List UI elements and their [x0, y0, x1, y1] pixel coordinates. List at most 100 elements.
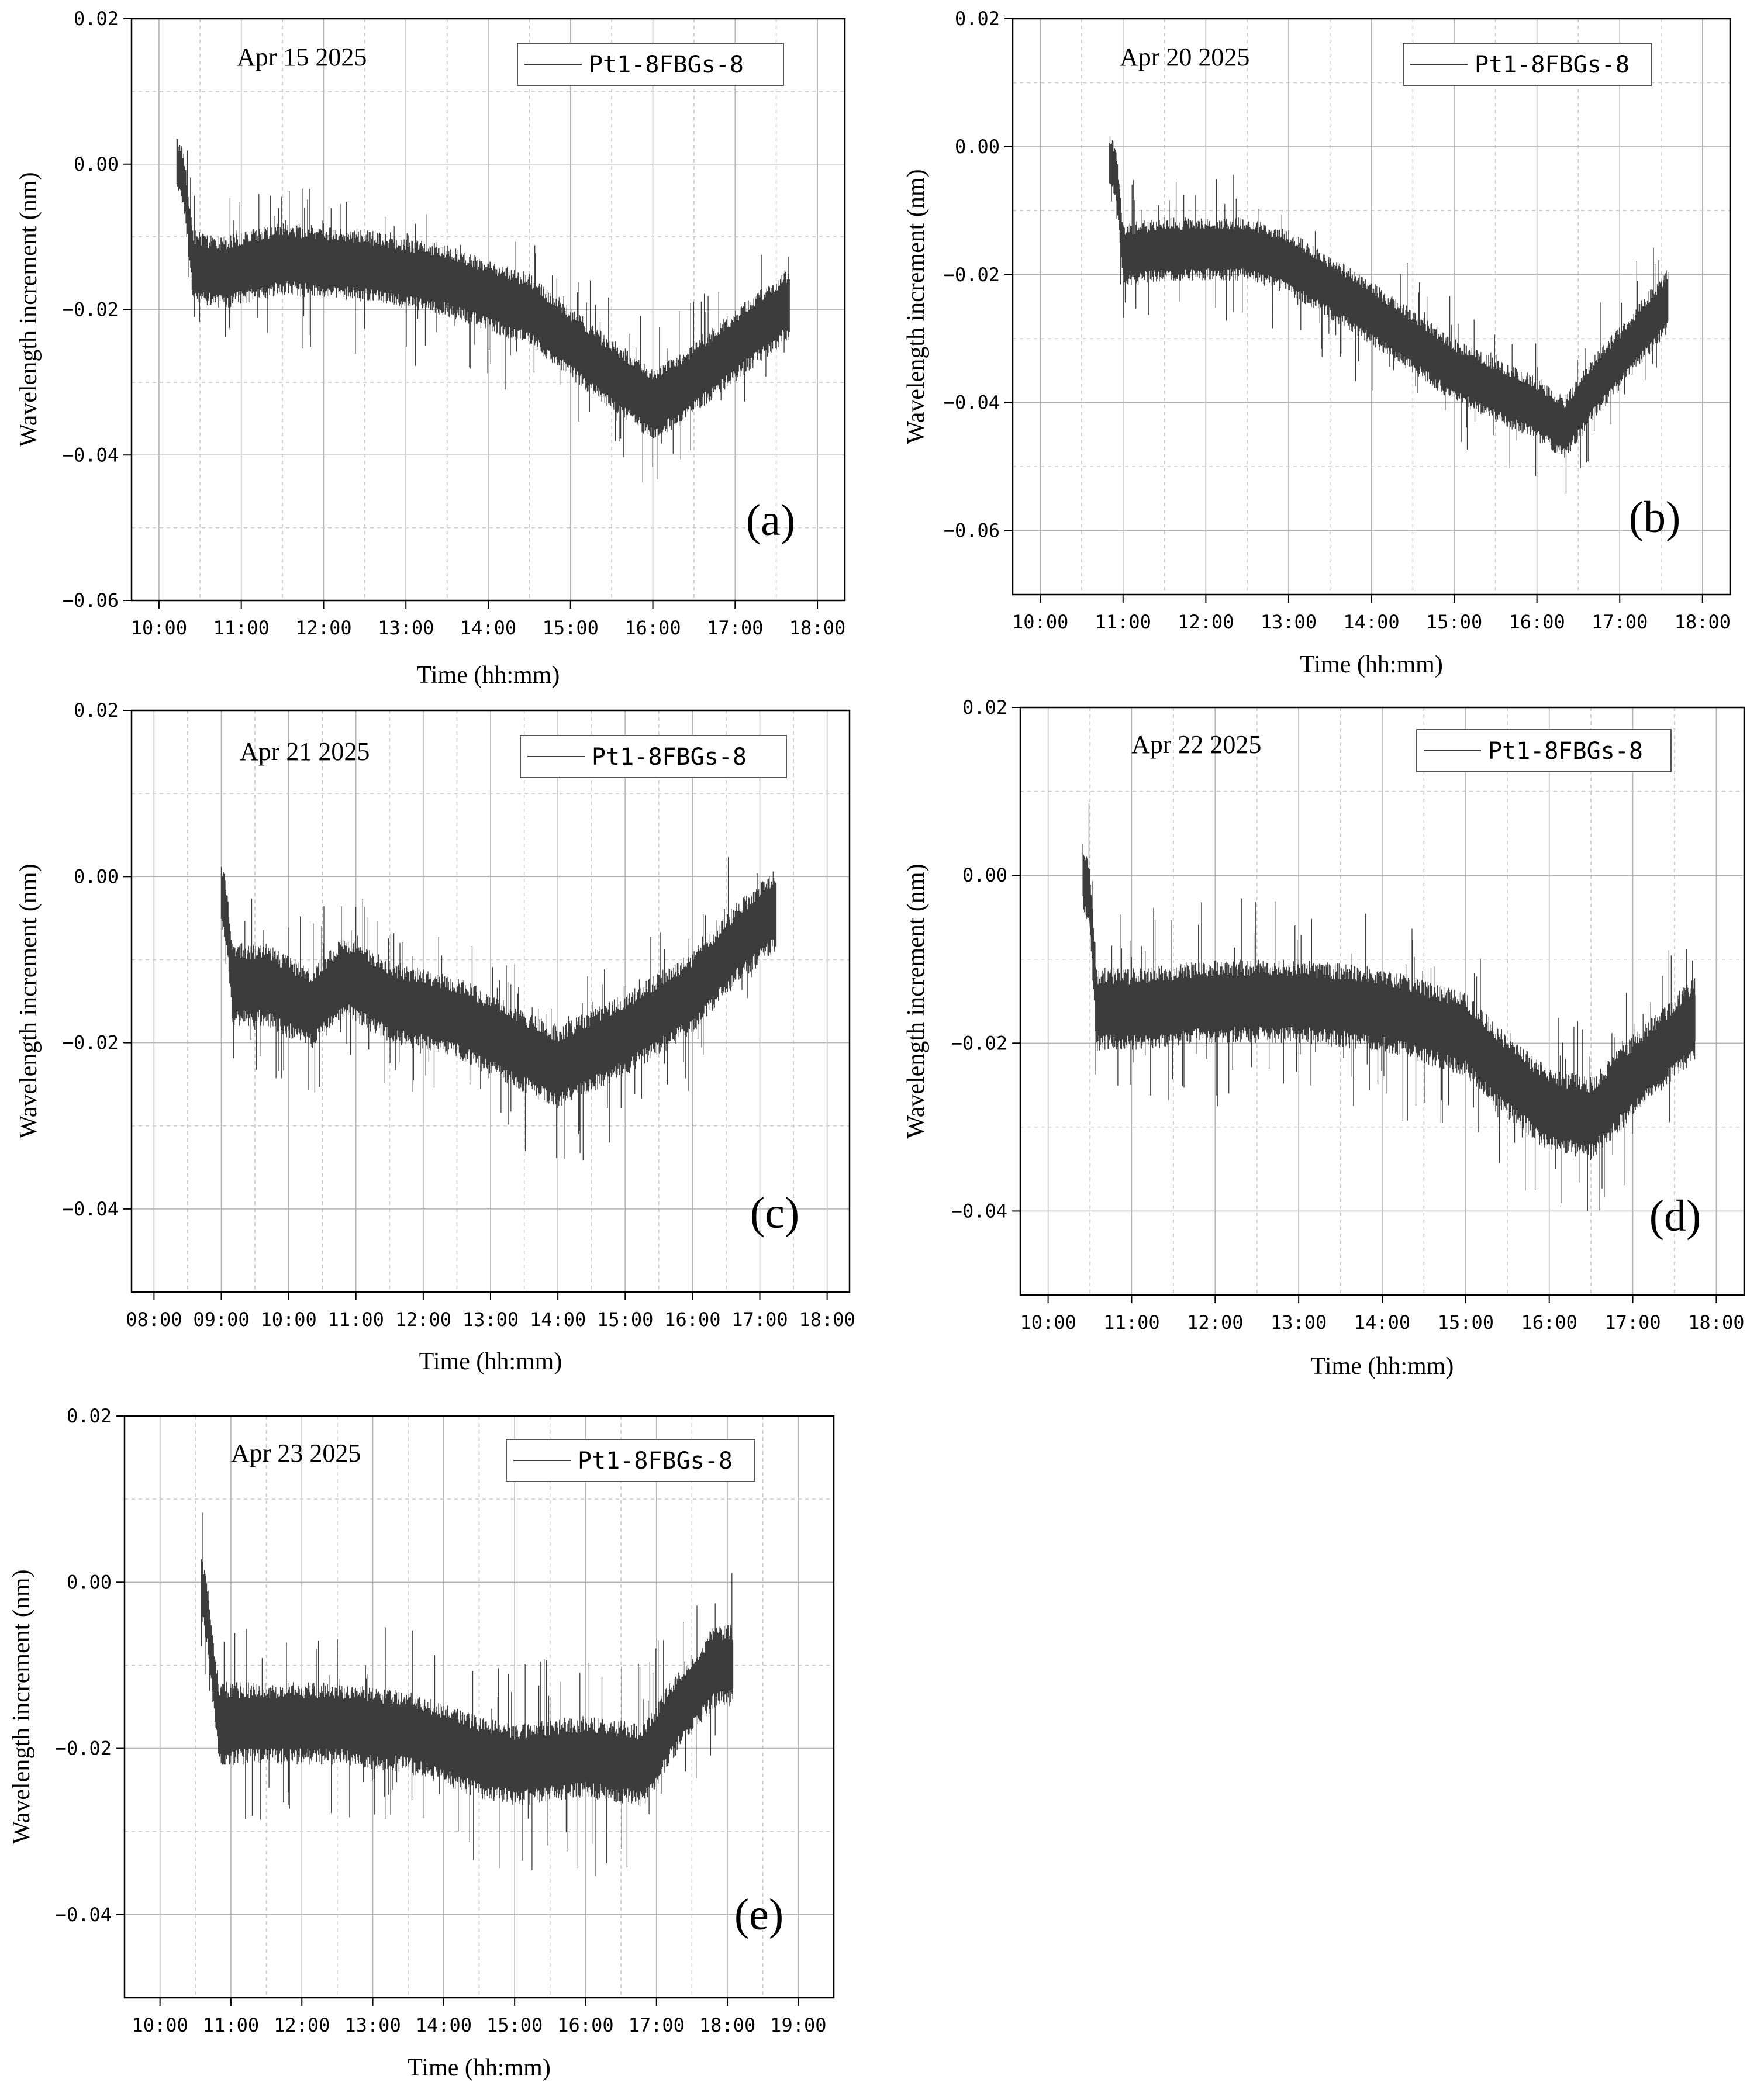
x-tick-label: 14:00 [530, 1308, 586, 1331]
y-tick-label: 0.02 [67, 1405, 112, 1427]
x-tick-label: 14:00 [1343, 611, 1399, 633]
x-tick-label: 08:00 [126, 1308, 182, 1331]
y-tick-label: −0.04 [63, 1198, 119, 1220]
x-tick-label: 14:00 [460, 617, 516, 639]
x-tick-label: 13:00 [462, 1308, 519, 1331]
chart-panel: 10:00 11:00 12:00 13:00 14:00 15:00 16:00 17:00… [903, 696, 1745, 1380]
x-tick-label: 14:00 [416, 2014, 472, 2036]
x-tick-label: 17:00 [707, 617, 763, 639]
x-axis-title: Time (hh:mm) [419, 1348, 562, 1375]
y-tick-label: −0.02 [63, 299, 119, 321]
plot-frame [123, 1415, 835, 1999]
legend-label: Pt1-8FBGs-8 [578, 1448, 733, 1474]
y-tick-label: −0.06 [944, 520, 1000, 542]
x-tick-label: 15:00 [597, 1308, 653, 1331]
y-tick-label: 0.02 [955, 8, 1000, 30]
panel-label: (a) [746, 496, 795, 545]
x-tick-label: 11:00 [203, 2014, 259, 2036]
y-tick-label: −0.02 [56, 1738, 112, 1760]
date-annotation: Apr 23 2025 [231, 1439, 361, 1467]
x-tick-label: 10:00 [131, 617, 187, 639]
series-line [201, 1512, 733, 1876]
x-tick-label: 15:00 [1426, 611, 1482, 633]
date-annotation: Apr 20 2025 [1120, 43, 1249, 71]
y-axis-title: Wavelength increment (nm) [15, 172, 42, 447]
legend-label: Pt1-8FBGs-8 [589, 51, 744, 78]
x-tick-label: 16:00 [1508, 611, 1565, 633]
x-axis-title: Time (hh:mm) [1311, 1353, 1454, 1380]
x-tick-label: 17:00 [1604, 1311, 1661, 1334]
y-tick-label: −0.02 [951, 1032, 1007, 1054]
x-tick-label: 17:00 [1592, 611, 1648, 633]
x-tick-label: 13:00 [378, 617, 434, 639]
x-tick-label: 19:00 [770, 2014, 826, 2036]
y-tick-label: −0.04 [56, 1904, 112, 1926]
series-band [221, 875, 776, 1091]
series-band [201, 1564, 734, 1788]
y-tick-label: 0.00 [962, 864, 1007, 886]
chart-panel: 10:00 11:00 12:00 13:00 14:00 15:00 16:00 17:00… [903, 8, 1731, 678]
x-tick-label: 16:00 [624, 617, 681, 639]
date-annotation: Apr 15 2025 [237, 43, 367, 71]
chart-panel: 10:00 11:00 12:00 13:00 14:00 15:00 16:00 17:00… [8, 1405, 835, 2081]
x-tick-label: 17:00 [731, 1308, 788, 1331]
x-tick-label: 16:00 [1521, 1311, 1577, 1334]
legend-label: Pt1-8FBGs-8 [1475, 51, 1630, 78]
y-tick-label: 0.00 [955, 136, 1000, 158]
x-tick-label: 10:00 [260, 1308, 316, 1331]
x-tick-label: 18:00 [1675, 611, 1731, 633]
x-axis-title: Time (hh:mm) [1300, 651, 1443, 678]
x-tick-label: 14:00 [1354, 1311, 1410, 1334]
panel-label: (e) [734, 1890, 783, 1939]
x-tick-label: 11:00 [328, 1308, 384, 1331]
chart-panel: 10:00 11:00 12:00 13:00 14:00 15:00 16:00 17:00… [15, 8, 846, 689]
legend-label: Pt1-8FBGs-8 [1488, 738, 1643, 765]
x-tick-label: 16:00 [557, 2014, 613, 2036]
x-tick-label: 10:00 [132, 2014, 188, 2036]
x-tick-label: 18:00 [1688, 1311, 1744, 1334]
chart-panel: 08:00 09:00 10:00 11:00 12:00 13:00 14:00 15:00… [15, 699, 855, 1375]
x-tick-label: 15:00 [1438, 1311, 1494, 1334]
y-tick-label: 0.00 [74, 153, 119, 175]
y-tick-label: −0.04 [944, 392, 1000, 414]
y-axis-title: Wavelength increment (nm) [903, 864, 930, 1138]
y-tick-label: 0.02 [74, 699, 119, 721]
panel-label: (c) [750, 1189, 799, 1238]
series-band [1109, 145, 1667, 446]
legend-label: Pt1-8FBGs-8 [592, 744, 747, 771]
x-axis-title: Time (hh:mm) [408, 2054, 551, 2081]
y-axis-title: Wavelength increment (nm) [8, 1569, 35, 1844]
x-tick-label: 10:00 [1020, 1311, 1076, 1334]
x-tick-label: 12:00 [295, 617, 351, 639]
x-tick-label: 11:00 [1095, 611, 1151, 633]
x-tick-label: 18:00 [699, 2014, 755, 2036]
y-tick-label: −0.06 [63, 589, 119, 612]
y-tick-label: −0.02 [944, 264, 1000, 286]
x-tick-label: 18:00 [799, 1308, 855, 1331]
y-tick-label: 0.00 [74, 865, 119, 887]
x-tick-label: 18:00 [789, 617, 845, 639]
x-tick-label: 17:00 [629, 2014, 685, 2036]
y-tick-label: 0.02 [74, 8, 119, 30]
x-tick-label: 12:00 [274, 2014, 330, 2036]
x-tick-label: 12:00 [1178, 611, 1234, 633]
series-band [177, 148, 789, 424]
panel-label: (b) [1629, 493, 1681, 542]
y-tick-label: −0.02 [63, 1032, 119, 1054]
x-tick-label: 12:00 [395, 1308, 451, 1331]
x-tick-label: 15:00 [543, 617, 599, 639]
x-axis-title: Time (hh:mm) [417, 662, 560, 689]
x-tick-label: 15:00 [486, 2014, 543, 2036]
series-band [1083, 856, 1696, 1142]
date-annotation: Apr 22 2025 [1131, 730, 1261, 759]
x-tick-label: 09:00 [193, 1308, 249, 1331]
y-tick-label: −0.04 [63, 444, 119, 466]
x-tick-label: 13:00 [344, 2014, 401, 2036]
x-tick-label: 11:00 [213, 617, 270, 639]
x-tick-label: 11:00 [1103, 1311, 1159, 1334]
x-tick-label: 13:00 [1261, 611, 1317, 633]
y-tick-label: −0.04 [951, 1200, 1007, 1222]
date-annotation: Apr 21 2025 [240, 737, 370, 766]
x-tick-label: 16:00 [664, 1308, 720, 1331]
